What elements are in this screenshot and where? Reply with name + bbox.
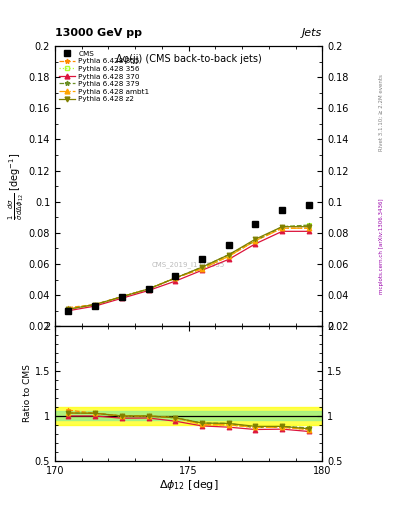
- Pythia 6.428 356: [200, 266, 204, 272]
- CMS: [119, 294, 124, 300]
- Text: Jets: Jets: [302, 28, 322, 38]
- Pythia 6.428 370: [173, 278, 178, 284]
- Pythia 6.428 379: [200, 264, 204, 270]
- Line: Pythia 6.428 z2: Pythia 6.428 z2: [66, 224, 311, 312]
- Pythia 6.428 ambt1: [93, 302, 97, 308]
- CMS: [253, 221, 258, 227]
- Pythia 6.428 356: [146, 286, 151, 292]
- Pythia 6.428 356: [280, 224, 285, 230]
- Pythia 6.428 355: [307, 225, 311, 231]
- Pythia 6.428 ambt1: [200, 266, 204, 272]
- Pythia 6.428 ambt1: [173, 275, 178, 281]
- Pythia 6.428 355: [200, 266, 204, 272]
- Pythia 6.428 379: [173, 275, 178, 281]
- Text: CMS_2019_I1719955: CMS_2019_I1719955: [152, 261, 225, 268]
- CMS: [200, 257, 204, 263]
- CMS: [280, 206, 285, 212]
- Pythia 6.428 356: [253, 238, 258, 244]
- Pythia 6.428 ambt1: [66, 306, 71, 312]
- Pythia 6.428 370: [66, 308, 71, 314]
- Pythia 6.428 ambt1: [280, 225, 285, 231]
- Pythia 6.428 355: [66, 305, 71, 311]
- Pythia 6.428 356: [173, 275, 178, 281]
- Pythia 6.428 z2: [93, 302, 97, 308]
- Pythia 6.428 379: [226, 251, 231, 258]
- Pythia 6.428 356: [307, 222, 311, 228]
- Line: Pythia 6.428 355: Pythia 6.428 355: [66, 226, 311, 310]
- Pythia 6.428 370: [146, 287, 151, 293]
- Pythia 6.428 355: [253, 238, 258, 244]
- Pythia 6.428 z2: [226, 251, 231, 258]
- Pythia 6.428 355: [226, 253, 231, 259]
- Pythia 6.428 355: [119, 294, 124, 300]
- Line: Pythia 6.428 ambt1: Pythia 6.428 ambt1: [66, 226, 311, 312]
- Pythia 6.428 z2: [307, 224, 311, 230]
- Pythia 6.428 355: [93, 302, 97, 308]
- CMS: [173, 273, 178, 280]
- Pythia 6.428 370: [93, 303, 97, 309]
- Pythia 6.428 355: [280, 225, 285, 231]
- CMS: [226, 242, 231, 248]
- Text: Rivet 3.1.10; ≥ 2.2M events: Rivet 3.1.10; ≥ 2.2M events: [379, 74, 384, 151]
- Pythia 6.428 355: [146, 286, 151, 292]
- Pythia 6.428 z2: [146, 286, 151, 292]
- Pythia 6.428 356: [226, 253, 231, 259]
- Pythia 6.428 379: [280, 224, 285, 230]
- Y-axis label: $\frac{1}{\bar{\sigma}}\frac{d\sigma}{d\Delta\phi_{12}}$ [deg$^{-1}$]: $\frac{1}{\bar{\sigma}}\frac{d\sigma}{d\…: [7, 153, 26, 220]
- Pythia 6.428 356: [119, 294, 124, 300]
- CMS: [93, 303, 97, 309]
- Pythia 6.428 ambt1: [253, 238, 258, 244]
- Text: mcplots.cern.ch [arXiv:1306.3436]: mcplots.cern.ch [arXiv:1306.3436]: [379, 198, 384, 293]
- Pythia 6.428 370: [253, 241, 258, 247]
- CMS: [307, 202, 311, 208]
- Pythia 6.428 379: [146, 286, 151, 292]
- Pythia 6.428 ambt1: [146, 286, 151, 292]
- Pythia 6.428 z2: [66, 306, 71, 312]
- CMS: [66, 308, 71, 314]
- Pythia 6.428 z2: [253, 236, 258, 242]
- Pythia 6.428 370: [280, 228, 285, 234]
- Pythia 6.428 370: [226, 257, 231, 263]
- Pythia 6.428 370: [307, 228, 311, 234]
- Pythia 6.428 370: [200, 267, 204, 273]
- Bar: [55, 412, 322, 420]
- Pythia 6.428 379: [66, 306, 71, 312]
- Pythia 6.428 356: [93, 302, 97, 308]
- Line: CMS: CMS: [65, 202, 312, 314]
- Bar: [55, 407, 322, 425]
- Pythia 6.428 ambt1: [307, 225, 311, 231]
- Legend: CMS, Pythia 6.428 355, Pythia 6.428 356, Pythia 6.428 370, Pythia 6.428 379, Pyt: CMS, Pythia 6.428 355, Pythia 6.428 356,…: [57, 48, 152, 105]
- Text: Δφ(jj) (CMS back-to-back jets): Δφ(jj) (CMS back-to-back jets): [116, 54, 261, 65]
- Text: 13000 GeV pp: 13000 GeV pp: [55, 28, 142, 38]
- Line: Pythia 6.428 356: Pythia 6.428 356: [66, 223, 311, 312]
- Line: Pythia 6.428 370: Pythia 6.428 370: [66, 229, 311, 313]
- Line: Pythia 6.428 379: Pythia 6.428 379: [66, 223, 311, 312]
- Y-axis label: Ratio to CMS: Ratio to CMS: [23, 365, 32, 422]
- Pythia 6.428 ambt1: [226, 253, 231, 259]
- Pythia 6.428 370: [119, 295, 124, 302]
- Pythia 6.428 z2: [173, 275, 178, 281]
- Pythia 6.428 356: [66, 306, 71, 312]
- Pythia 6.428 379: [119, 294, 124, 300]
- CMS: [146, 286, 151, 292]
- Pythia 6.428 z2: [200, 264, 204, 270]
- Pythia 6.428 355: [173, 275, 178, 281]
- Pythia 6.428 z2: [119, 294, 124, 300]
- Pythia 6.428 379: [307, 222, 311, 228]
- Pythia 6.428 379: [253, 238, 258, 244]
- X-axis label: $\Delta\phi_{12}$ [deg]: $\Delta\phi_{12}$ [deg]: [159, 478, 219, 493]
- Pythia 6.428 ambt1: [119, 294, 124, 300]
- Pythia 6.428 379: [93, 302, 97, 308]
- Pythia 6.428 z2: [280, 224, 285, 230]
